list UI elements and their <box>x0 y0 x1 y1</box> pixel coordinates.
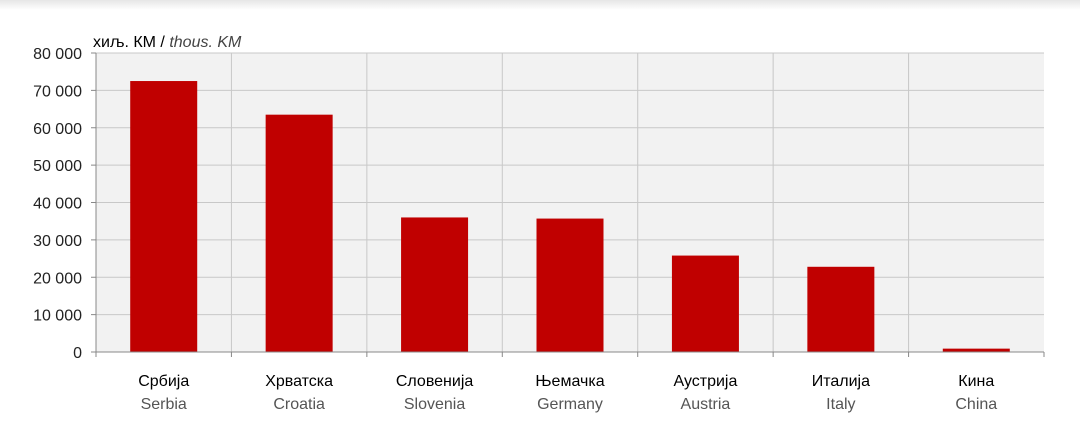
x-category-labels: Србија Serbia Хрватска Croatia Словенија Slov… <box>138 373 997 413</box>
x-label-local-china: Кина <box>958 373 994 390</box>
bars <box>130 81 1010 352</box>
x-label-local-austria: Аустрија <box>673 373 737 390</box>
y-tick-label-5: 50 000 <box>33 158 82 175</box>
top-divider <box>0 0 1080 10</box>
bar-croatia <box>265 114 333 352</box>
y-tick-label-7: 70 000 <box>33 83 82 100</box>
bar-slovenia <box>401 217 469 352</box>
x-label-en-croatia: Croatia <box>273 396 325 413</box>
x-label-local-serbia: Србија <box>138 373 189 390</box>
bar-serbia <box>130 81 198 352</box>
unit-label: хиљ. КМ / thous. KM <box>93 34 242 51</box>
x-label-en-serbia: Serbia <box>141 396 187 413</box>
bar-china <box>942 348 1010 352</box>
bar-italy <box>807 266 875 352</box>
unit-label-separator: / <box>156 34 169 51</box>
x-label-en-china: China <box>955 396 997 413</box>
x-label-en-slovenia: Slovenia <box>404 396 465 413</box>
x-label-local-germany: Њемачка <box>535 373 604 390</box>
y-tick-label-6: 60 000 <box>33 121 82 138</box>
unit-label-en: thous. KM <box>169 34 242 51</box>
y-tick-label-4: 40 000 <box>33 196 82 213</box>
y-tick-label-2: 20 000 <box>33 270 82 287</box>
x-label-local-italy: Италија <box>812 373 870 390</box>
axes <box>91 52 1045 357</box>
y-tick-label-0: 0 <box>73 345 82 362</box>
x-label-en-italy: Italy <box>826 396 855 413</box>
x-label-local-croatia: Хрватска <box>265 373 333 390</box>
y-tick-label-3: 30 000 <box>33 233 82 250</box>
y-tick-labels: 0 10 000 20 000 30 000 40 000 50 000 60 000 70 … <box>33 46 82 362</box>
bar-germany <box>536 218 604 352</box>
unit-label-local: хиљ. КМ <box>93 34 156 51</box>
bar-austria <box>671 255 739 352</box>
y-tick-label-1: 10 000 <box>33 308 82 325</box>
gridlines <box>96 52 1044 352</box>
y-tick-label-8: 80 000 <box>33 46 82 63</box>
x-label-local-slovenia: Словенија <box>396 373 474 390</box>
x-label-en-austria: Austria <box>681 396 731 413</box>
x-label-en-germany: Germany <box>537 396 603 413</box>
